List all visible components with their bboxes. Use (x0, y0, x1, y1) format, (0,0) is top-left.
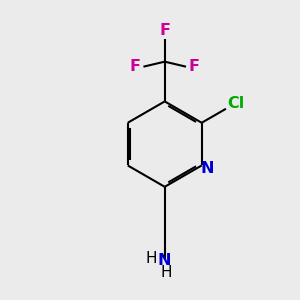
Text: H: H (146, 251, 157, 266)
Text: F: F (189, 59, 200, 74)
Text: N: N (201, 161, 214, 176)
Text: Cl: Cl (227, 96, 244, 111)
Text: F: F (130, 59, 141, 74)
Text: H: H (160, 265, 172, 280)
Text: F: F (159, 23, 170, 38)
Text: N: N (158, 253, 172, 268)
